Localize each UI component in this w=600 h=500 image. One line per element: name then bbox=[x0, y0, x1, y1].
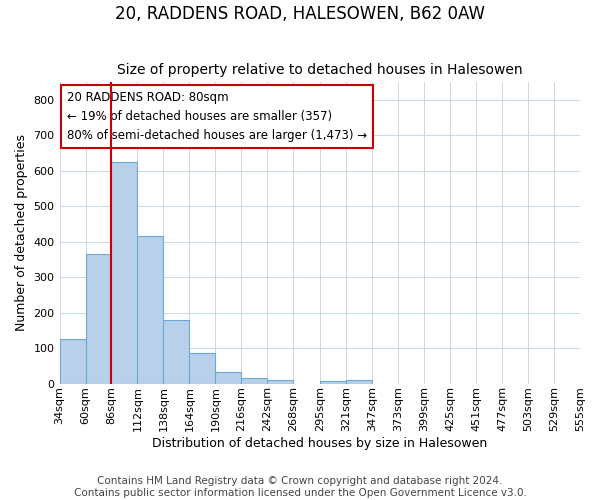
Bar bbox=[268, 380, 293, 384]
Bar bbox=[86, 254, 112, 384]
Bar bbox=[346, 380, 372, 384]
Y-axis label: Number of detached properties: Number of detached properties bbox=[15, 134, 28, 332]
Bar bbox=[137, 236, 163, 384]
X-axis label: Distribution of detached houses by size in Halesowen: Distribution of detached houses by size … bbox=[152, 437, 487, 450]
Text: 20, RADDENS ROAD, HALESOWEN, B62 0AW: 20, RADDENS ROAD, HALESOWEN, B62 0AW bbox=[115, 5, 485, 23]
Bar bbox=[190, 354, 215, 384]
Bar bbox=[112, 162, 137, 384]
Title: Size of property relative to detached houses in Halesowen: Size of property relative to detached ho… bbox=[117, 63, 523, 77]
Bar bbox=[241, 378, 268, 384]
Text: Contains HM Land Registry data © Crown copyright and database right 2024.
Contai: Contains HM Land Registry data © Crown c… bbox=[74, 476, 526, 498]
Bar bbox=[59, 338, 86, 384]
Text: 20 RADDENS ROAD: 80sqm
← 19% of detached houses are smaller (357)
80% of semi-de: 20 RADDENS ROAD: 80sqm ← 19% of detached… bbox=[67, 92, 367, 142]
Bar bbox=[215, 372, 241, 384]
Bar bbox=[163, 320, 190, 384]
Bar bbox=[320, 380, 346, 384]
